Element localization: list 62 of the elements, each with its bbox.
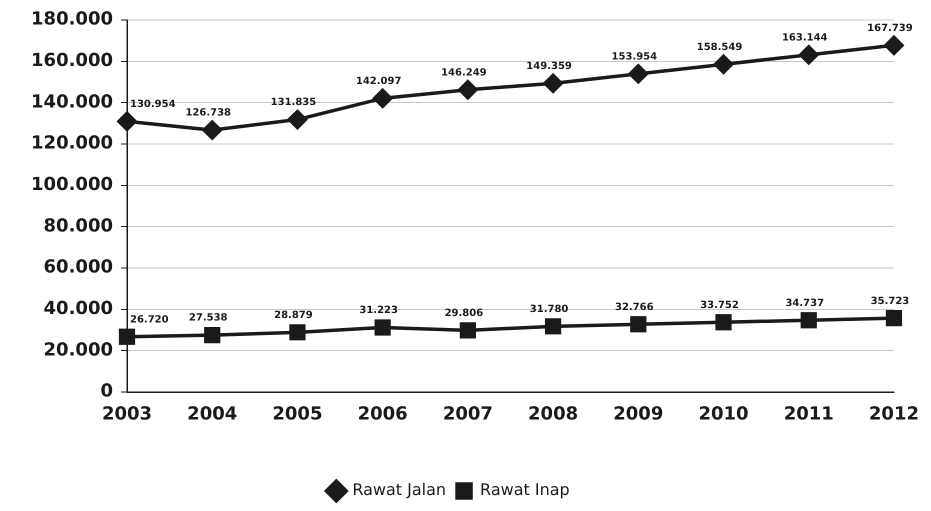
data-label: 31.223 <box>359 305 398 316</box>
point <box>543 74 563 94</box>
y-tick-label: 40.000 <box>44 298 113 320</box>
point <box>458 80 478 100</box>
data-label: 153.954 <box>612 51 658 62</box>
x-tick-label: 2005 <box>272 403 322 424</box>
data-label: 33.752 <box>700 300 739 311</box>
point <box>884 36 904 56</box>
data-label: 32.766 <box>615 302 654 313</box>
point <box>630 316 646 332</box>
point <box>628 64 648 84</box>
point <box>798 45 818 65</box>
y-tick-label: 180.000 <box>31 8 113 30</box>
data-label: 27.538 <box>188 312 228 324</box>
y-tick-label: 120.000 <box>31 132 113 154</box>
y-tick-label: 20.000 <box>44 339 113 360</box>
x-tick-label: 2007 <box>442 403 493 424</box>
data-label: 31.780 <box>530 304 568 315</box>
y-tick-label: 0 <box>100 380 113 402</box>
data-label: 34.737 <box>785 298 824 309</box>
data-label: 163.144 <box>782 32 828 44</box>
point <box>117 112 137 132</box>
point <box>715 314 732 330</box>
point <box>374 319 391 336</box>
point <box>204 326 220 344</box>
data-label: 131.835 <box>270 97 316 108</box>
point <box>886 310 902 326</box>
y-tick-label: 60.000 <box>44 256 113 278</box>
x-tick-label: 2010 <box>698 403 749 424</box>
point <box>544 318 562 334</box>
point <box>202 120 222 140</box>
x-tick-label: 2008 <box>528 403 578 424</box>
x-tick-label: 2003 <box>102 403 152 424</box>
data-label: 26.720 <box>130 314 169 326</box>
point <box>460 322 476 339</box>
data-label: 126.738 <box>185 108 232 119</box>
point <box>118 328 136 345</box>
x-tick-label: 2006 <box>358 403 408 424</box>
point <box>800 312 817 328</box>
data-label: 28.879 <box>274 310 313 321</box>
legend-label: Rawat Inap <box>480 480 570 500</box>
data-label: 130.954 <box>130 98 176 110</box>
legend-label: Rawat Jalan <box>352 480 446 500</box>
y-tick-label: 160.000 <box>31 50 113 72</box>
data-label: 149.359 <box>526 60 572 72</box>
data-label: 146.249 <box>441 67 487 78</box>
point <box>372 88 392 108</box>
data-label: 167.739 <box>867 22 913 34</box>
y-tick-label: 140.000 <box>31 91 113 112</box>
y-tick-label: 100.000 <box>31 174 113 196</box>
data-label: 29.806 <box>444 308 484 319</box>
point <box>289 324 306 340</box>
point <box>288 110 308 130</box>
data-label: 158.549 <box>696 42 742 53</box>
x-tick-label: 2009 <box>613 403 664 424</box>
x-tick-label: 2011 <box>784 403 834 424</box>
point <box>714 54 734 74</box>
y-tick-label: 80.000 <box>44 215 113 236</box>
x-tick-label: 2004 <box>187 403 238 424</box>
data-label: 142.097 <box>356 76 402 87</box>
data-label: 35.723 <box>870 296 910 307</box>
x-tick-label: 2012 <box>868 403 920 424</box>
